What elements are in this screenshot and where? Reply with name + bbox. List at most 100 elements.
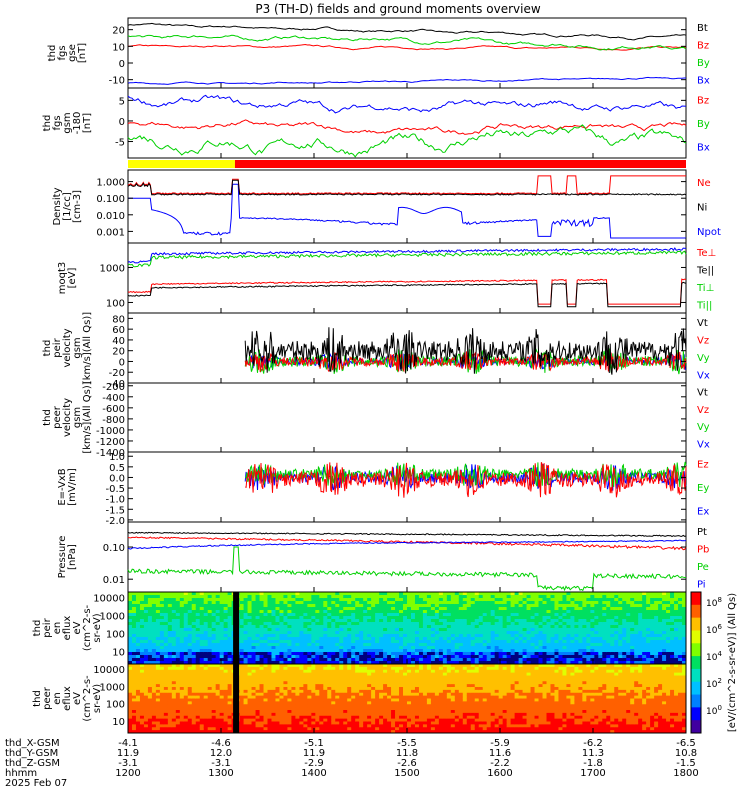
peer_en-cell xyxy=(159,730,165,734)
peer_en-cell xyxy=(223,681,229,685)
peir_en-cell xyxy=(506,652,512,656)
peer_en-cell xyxy=(311,718,316,722)
peir_en-cell xyxy=(371,613,376,617)
peir_en-cell xyxy=(662,661,667,665)
peir_en-cell xyxy=(227,658,233,662)
peer_en-cell xyxy=(251,698,257,702)
peir_en-cell xyxy=(347,640,352,644)
peer_en-cell xyxy=(339,664,344,668)
peir_en-cell xyxy=(343,631,348,635)
peir_en-cell xyxy=(251,628,257,632)
peir_en-cell xyxy=(271,661,276,665)
peir_en-cell xyxy=(666,604,671,608)
peir_en-cell xyxy=(490,592,496,596)
fgs-ytick-label: -10 xyxy=(109,76,125,87)
peir_en-cell xyxy=(422,652,428,656)
peir_en-cell xyxy=(642,658,647,662)
peir_en-cell xyxy=(223,658,229,662)
peer_en-cell xyxy=(239,681,245,685)
peir_en-cell xyxy=(279,610,284,614)
peir_en-cell xyxy=(458,598,464,602)
peir_en-cell xyxy=(582,616,587,620)
peir_en-cell xyxy=(642,610,647,614)
peir-ytick-label: 20 xyxy=(112,347,125,358)
peir_en-cell xyxy=(470,616,476,620)
peer_en-cell xyxy=(147,664,153,668)
peir_en-cell xyxy=(654,601,659,605)
peir_en-cell xyxy=(347,604,352,608)
peer_en-cell xyxy=(243,724,249,728)
peer_en-cell xyxy=(187,701,193,705)
peer_en-cell xyxy=(343,698,348,702)
peir_en-cell xyxy=(307,661,312,665)
peir_en-cell xyxy=(379,634,384,638)
peir_en-cell xyxy=(494,604,500,608)
peir_en-cell xyxy=(175,649,181,653)
peir_en-cell xyxy=(159,607,165,611)
peir_en-cell xyxy=(646,616,651,620)
peer_en-cell xyxy=(259,704,265,708)
peir_en-cell xyxy=(331,592,336,596)
peir_en-cell xyxy=(175,661,181,665)
peir_en-cell xyxy=(131,634,137,638)
peir_en-cell xyxy=(594,601,599,605)
peir_en-cell xyxy=(558,601,563,605)
peir_en-cell xyxy=(128,628,133,632)
peir_en-cell xyxy=(379,646,384,650)
pressure-ylabel: Pressure xyxy=(57,536,68,579)
peer_en-cell xyxy=(331,669,336,674)
peir_en-cell xyxy=(351,646,356,650)
peir_en-cell xyxy=(522,646,528,650)
peir_en-cell xyxy=(351,616,356,620)
peir_en-cell xyxy=(403,640,408,644)
peir_en-cell xyxy=(195,637,201,641)
peir_en-cell xyxy=(418,658,424,662)
efield-ytick-label: -1.5 xyxy=(105,505,125,516)
temp-ylabel: moqt3 xyxy=(57,262,68,295)
peir_en-cell xyxy=(375,622,380,626)
peer_en-cell xyxy=(271,687,276,691)
peir_en-cell xyxy=(359,643,364,647)
peir_en-cell xyxy=(478,616,484,620)
peir_en-cell xyxy=(251,658,257,662)
peir_en-cell xyxy=(478,595,484,599)
peir_en-cell xyxy=(331,625,336,629)
peir-ytick-label: -20 xyxy=(109,368,125,379)
peir_en-cell xyxy=(674,658,679,662)
peer_en-cell xyxy=(323,669,328,674)
peir_en-cell xyxy=(223,616,229,620)
peir_en-cell xyxy=(311,616,316,620)
peir_en-cell xyxy=(630,607,635,611)
peer_en-cell xyxy=(183,678,189,682)
peir_en-cell xyxy=(514,628,520,632)
peir_en-cell xyxy=(438,625,444,629)
fgs-frame xyxy=(127,17,687,89)
peir_en-cell xyxy=(283,646,288,650)
peer_en-cell xyxy=(343,684,348,688)
peir_en-cell xyxy=(650,607,655,611)
peir_en-cell xyxy=(263,619,268,623)
peir_en-cell xyxy=(283,598,288,602)
peir_en-cell xyxy=(291,604,296,608)
peir_en-cell xyxy=(131,661,137,665)
peir_en-cell xyxy=(291,610,296,614)
peir_en-cell xyxy=(678,595,683,599)
peir_en-ytick-label: 1000 xyxy=(100,611,125,622)
peer_en-cell xyxy=(211,669,217,674)
peer_en-cell xyxy=(315,664,320,668)
peir_en-cell xyxy=(199,601,205,605)
peir_en-cell xyxy=(315,622,320,626)
peer_en-cell xyxy=(191,666,197,671)
peir_en-cell xyxy=(219,607,225,611)
peer_en-cell xyxy=(283,707,288,711)
peir_en-cell xyxy=(562,625,567,629)
peir_en-cell xyxy=(251,622,257,626)
peer_en-cell xyxy=(283,698,288,702)
peer_en-cell xyxy=(263,730,268,734)
peir_en-cell xyxy=(163,616,169,620)
peer_en-cell xyxy=(128,689,133,694)
peir_en-cell xyxy=(518,604,524,608)
peir_en-cell xyxy=(434,616,440,620)
peir_en-cell xyxy=(470,598,476,602)
peir_en-cell xyxy=(199,655,205,659)
